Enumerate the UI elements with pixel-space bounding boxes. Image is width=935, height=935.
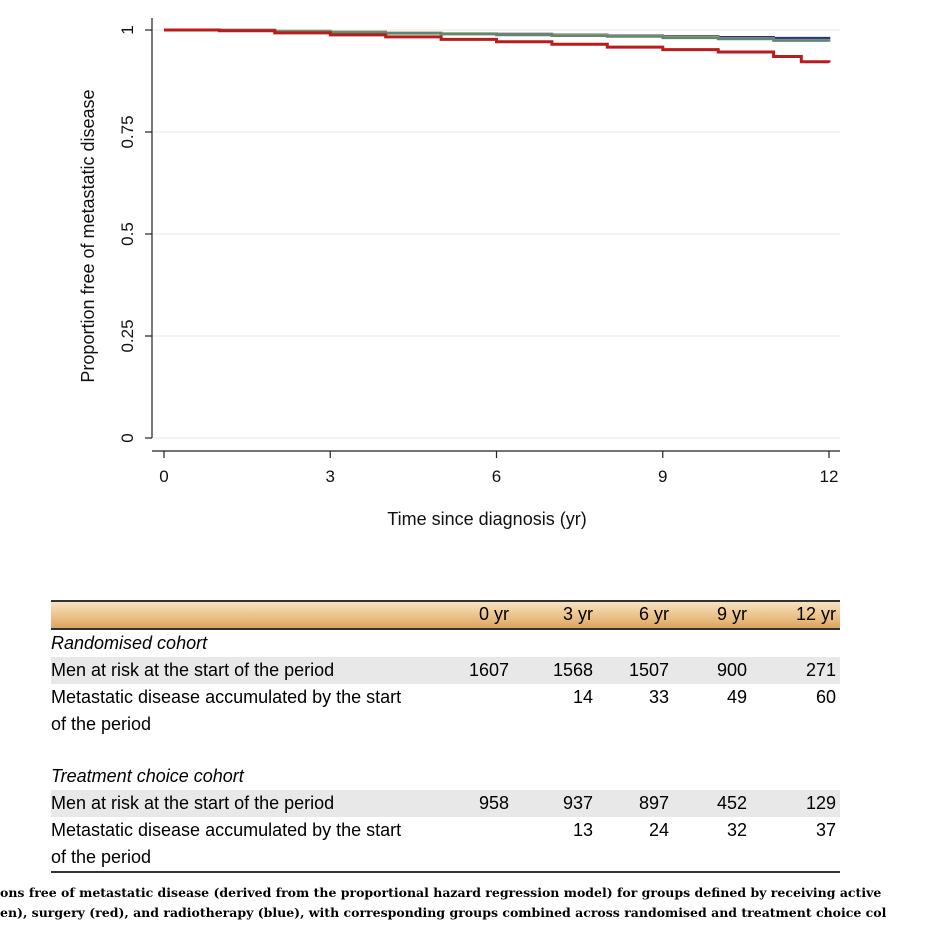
table-cell: 129: [805, 793, 836, 813]
series-lines: [164, 28, 831, 64]
table-cell: 32: [726, 820, 747, 840]
table-cell: 24: [648, 820, 669, 840]
table-header: 0 yr 3 yr 6 yr 9 yr 12 yr: [51, 600, 840, 630]
table-cell: 14: [572, 687, 593, 707]
table-cell: 897: [638, 793, 669, 813]
caption-line: en), surgery (red), and radiotherapy (bl…: [0, 905, 887, 920]
caption-line: ons free of metastatic disease (derived …: [0, 885, 882, 900]
axis-ticks: 0 0.25 0.5 0.75 1 0 3 6 9 12: [118, 25, 838, 486]
table-bottom-rule: [51, 871, 840, 873]
table-cell: 271: [805, 660, 836, 680]
table-cell: 33: [648, 687, 669, 707]
table-row: Metastatic disease accumulated by the st…: [51, 817, 840, 871]
table-cell: 49: [726, 687, 747, 707]
survival-chart: 0 0.25 0.5 0.75 1 0 3 6 9 12 Time since diagnosis…: [78, 18, 840, 529]
y-tick-label: 0.5: [118, 222, 137, 246]
cohort-title: Randomised cohort: [51, 630, 840, 657]
table-cell: 958: [478, 793, 509, 813]
column-header: 0 yr: [478, 604, 509, 624]
table-cell: 60: [815, 687, 836, 707]
table-cell: 452: [716, 793, 747, 813]
column-header: 3 yr: [562, 604, 593, 624]
table-cell: 1507: [628, 660, 669, 680]
y-tick-label: 0.25: [118, 319, 137, 352]
y-tick-label: 1: [118, 25, 137, 34]
table-row: Metastatic disease accumulated by the st…: [51, 684, 840, 738]
series-line-3: [164, 28, 831, 64]
table-cell: 13: [572, 820, 593, 840]
x-axis-label: Time since diagnosis (yr): [387, 509, 586, 529]
x-tick-label: 3: [326, 467, 335, 486]
table-row: Men at risk at the start of the period 9…: [51, 790, 840, 817]
row-label: Men at risk at the start of the period: [51, 660, 335, 680]
table-cell: 937: [562, 793, 593, 813]
cohort-title-text: Randomised cohort: [51, 633, 208, 653]
y-tick-label: 0.75: [118, 115, 137, 148]
x-tick-label: 12: [820, 467, 839, 486]
row-label: Metastatic disease accumulated by the st…: [51, 687, 402, 734]
row-label: Metastatic disease accumulated by the st…: [51, 820, 402, 867]
table-cell: 1607: [468, 660, 509, 680]
row-label: Men at risk at the start of the period: [51, 793, 335, 813]
risk-table: 0 yr 3 yr 6 yr 9 yr 12 yr Randomised coh…: [51, 600, 840, 873]
x-tick-label: 6: [492, 467, 501, 486]
table-cell: 37: [815, 820, 836, 840]
column-header: 12 yr: [795, 604, 836, 624]
column-header: 9 yr: [716, 604, 747, 624]
gridlines: [153, 29, 840, 439]
cohort-title: Treatment choice cohort: [51, 763, 840, 790]
cohort-title-text: Treatment choice cohort: [51, 766, 244, 786]
y-tick-label: 0: [118, 433, 137, 442]
table-cell: 900: [716, 660, 747, 680]
figure-caption: ons free of metastatic disease (derived …: [0, 883, 935, 923]
table-cell: 1568: [552, 660, 593, 680]
table-row: Men at risk at the start of the period 1…: [51, 657, 840, 684]
y-axis-label: Proportion free of metastatic disease: [78, 89, 98, 382]
column-header: 6 yr: [638, 604, 669, 624]
x-tick-label: 9: [658, 467, 667, 486]
x-tick-label: 0: [159, 467, 168, 486]
